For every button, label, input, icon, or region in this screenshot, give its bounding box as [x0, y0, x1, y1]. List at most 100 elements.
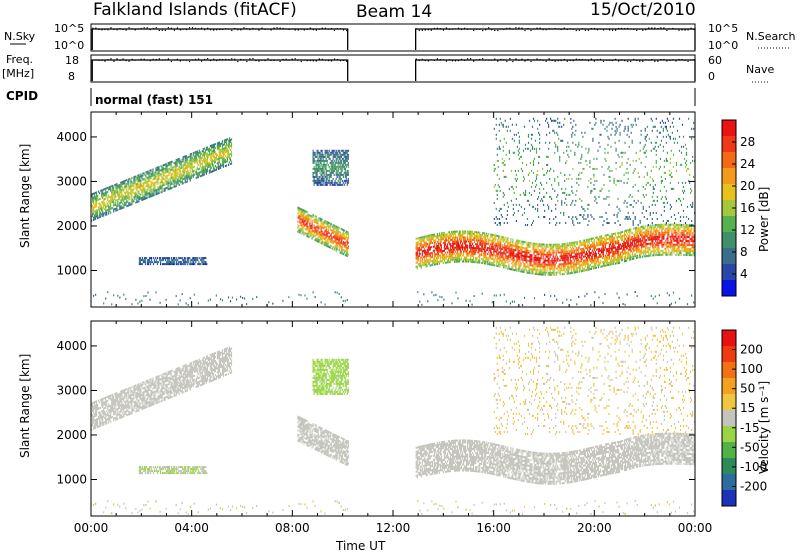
trace-dot [521, 58, 523, 60]
trace-dot [219, 58, 221, 61]
colorbar-segment [722, 264, 736, 281]
trace-dot [191, 59, 194, 61]
colorbar-segment [722, 426, 736, 443]
trace-dot [194, 58, 197, 60]
trace-dot [466, 58, 469, 60]
trace-dot [194, 27, 197, 29]
trace-dot [315, 60, 317, 62]
trace-dot [161, 29, 163, 31]
trace-dot [524, 60, 526, 62]
trace-dot [657, 28, 659, 30]
trace-dot [306, 60, 308, 62]
trace-dot [518, 27, 520, 29]
trace-dot [243, 59, 245, 61]
trace-dot [294, 58, 296, 60]
trace-dot [657, 60, 659, 62]
trace-dot [200, 60, 203, 62]
trace-dot [167, 27, 169, 29]
trace-dot [237, 60, 239, 63]
trace-dot [282, 27, 284, 30]
trace-dot [234, 27, 236, 30]
beam-title: Beam 14 [356, 2, 432, 22]
x-tick-label: 08:00 [275, 521, 310, 535]
trace-dot [267, 28, 269, 30]
trace-dot [572, 60, 574, 62]
power-panel-frame [90, 111, 696, 308]
trace-dot [95, 59, 97, 61]
station-title: Falkland Islands (fitACF) [93, 0, 297, 20]
trace-dot [639, 60, 641, 62]
freq-unit: [MHz] [2, 67, 34, 80]
trace-dot [482, 58, 484, 60]
trace-dot [258, 60, 260, 62]
trace-dot [107, 59, 109, 61]
trace-dot [333, 58, 336, 60]
trace-dot [200, 27, 203, 29]
colorbar-segment [722, 248, 736, 265]
trace-dot [173, 29, 175, 31]
x-tick-label: 00:00 [74, 521, 109, 535]
trace-dot [506, 60, 508, 63]
trace-dot [479, 58, 481, 61]
trace-dot [557, 28, 559, 30]
trace-dot [530, 29, 532, 32]
trace-dot [636, 29, 638, 32]
trace-dot [575, 58, 577, 60]
colorbar-segment [722, 120, 736, 137]
trace-dot [246, 60, 248, 63]
trace-dot [270, 59, 272, 61]
trace-dot [557, 60, 559, 62]
colorbar-segment [722, 136, 736, 153]
trace-dot [203, 58, 206, 61]
trace-dot [681, 58, 683, 61]
trace-dot [542, 29, 544, 31]
trace-dot [255, 59, 257, 62]
cpid-label: CPID [6, 89, 38, 103]
trace-dot [101, 59, 103, 61]
trace-dot [545, 60, 547, 62]
y-tick-label: 1000 [56, 263, 87, 277]
trace-dot [593, 60, 596, 62]
trace-dot [605, 28, 608, 30]
trace-dot [436, 58, 438, 60]
colorbar-frame [721, 329, 737, 507]
colorbar-segment [722, 378, 736, 395]
colorbar-segment [722, 168, 736, 185]
colorbar-segment [722, 474, 736, 491]
trace-dot [527, 58, 529, 61]
trace-dot [336, 28, 339, 30]
x-tick-label: 04:00 [174, 521, 209, 535]
trace-dot [424, 59, 426, 62]
trace-dot [497, 60, 499, 62]
trace-dot [182, 28, 185, 30]
colorbar-segment [722, 330, 736, 347]
trace-dot [687, 29, 689, 31]
trace-dot [548, 28, 550, 30]
trace-dot [276, 27, 278, 29]
trace-dot [185, 59, 188, 61]
trace-dot [415, 58, 417, 60]
trace-dot [548, 58, 550, 60]
trace-dot [333, 29, 336, 31]
trace-dot [687, 60, 689, 63]
trace-dot [476, 59, 478, 61]
trace-dot [143, 58, 145, 60]
trace-dot [642, 60, 644, 62]
trace-dot [164, 29, 166, 32]
trace-dot [681, 29, 683, 31]
trace-dot [660, 58, 662, 61]
trace-dot [614, 29, 617, 31]
trace-dot [587, 60, 589, 62]
freq-tick-top: 18 [65, 54, 79, 67]
power-colorbar: 28 24 20 16 12 8 4 [721, 119, 755, 297]
trace-dot [669, 59, 671, 61]
trace-dot [98, 28, 100, 31]
colorbar-tick-label: 24 [740, 157, 755, 171]
trace-dot [288, 28, 290, 31]
trace-dot [633, 28, 635, 30]
trace-dot [503, 28, 505, 31]
trace-dot [566, 28, 568, 30]
trace-dot [421, 29, 423, 31]
colorbar-tick-label: 20 [740, 179, 755, 193]
